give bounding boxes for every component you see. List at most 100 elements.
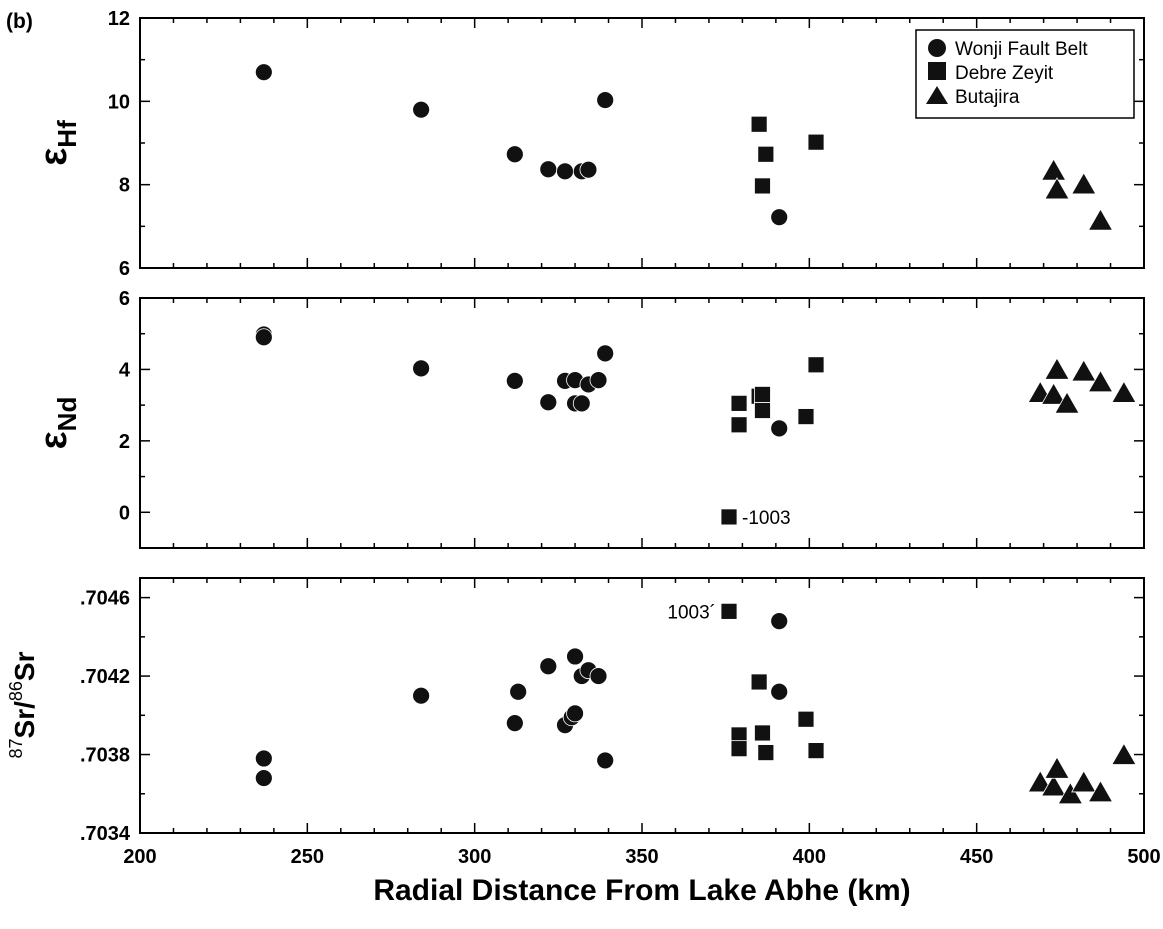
panel-frame-nd xyxy=(139,297,1145,549)
point-triangle-hf xyxy=(1040,158,1067,181)
legend-marker-triangle xyxy=(926,86,948,104)
point-triangle-sr xyxy=(1040,774,1067,797)
point-circle-hf xyxy=(556,162,574,181)
point-triangle-hf xyxy=(1071,172,1097,195)
axis-ticks xyxy=(139,17,1145,834)
y-axis-title-hf: εHf xyxy=(33,120,82,166)
point-triangle-sr xyxy=(1111,742,1137,765)
point-circle-sr xyxy=(509,682,528,701)
point-circle-nd xyxy=(412,359,431,378)
x-tick-label: 500 xyxy=(1127,846,1160,868)
legend: Wonji Fault Belt Debre Zeyit Butajira xyxy=(915,29,1135,119)
point-circle-sr xyxy=(505,714,524,733)
point-circle-sr xyxy=(770,612,789,631)
legend-marker-circle xyxy=(928,39,946,57)
y-tick-label-hf: 12 xyxy=(108,8,130,30)
point-circle-nd xyxy=(572,394,591,413)
annotation-nd: -1003 xyxy=(742,508,791,529)
point-triangle-nd xyxy=(1054,391,1080,414)
point-triangle-sr xyxy=(1044,756,1070,779)
y-tick-label-sr: .7046 xyxy=(80,588,130,610)
data-points xyxy=(254,63,1137,805)
point-triangle-nd xyxy=(1071,359,1097,382)
point-square-sr xyxy=(757,744,775,761)
y-tick-label-sr: .7034 xyxy=(80,823,131,845)
point-circle-hf xyxy=(412,100,431,119)
legend-label-wonji: Wonji Fault Belt xyxy=(955,39,1088,60)
point-square-nd xyxy=(807,356,825,374)
point-circle-sr xyxy=(566,647,584,666)
point-circle-nd xyxy=(589,371,608,390)
point-square-nd xyxy=(797,408,815,425)
x-tick-label: 400 xyxy=(793,846,826,868)
legend-box xyxy=(915,29,1135,119)
point-circle-hf xyxy=(596,91,615,109)
x-tick-label: 350 xyxy=(625,846,658,868)
x-tick-label: 300 xyxy=(458,846,491,868)
ylabel-sr-sup2: 86 xyxy=(6,681,26,701)
panel-frame-sr xyxy=(139,577,1145,834)
y-tick-label-sr: .7038 xyxy=(80,745,130,767)
y-tick-label-nd: 4 xyxy=(119,359,131,381)
y-axis-title-sr: 87Sr/86Sr xyxy=(6,651,40,758)
panel-tag-close: ) xyxy=(26,10,33,33)
y-tick-label-nd: 2 xyxy=(119,431,130,453)
legend-label-butajira: Butajira xyxy=(955,87,1020,108)
point-triangle-nd xyxy=(1040,382,1067,405)
panel-tag-letter: b xyxy=(13,10,26,33)
point-square-sr xyxy=(730,740,748,758)
point-circle-sr xyxy=(539,657,558,676)
y-tick-label-sr: .7042 xyxy=(80,666,130,688)
point-square-nd xyxy=(754,402,771,419)
y-tick-label-hf: 8 xyxy=(119,175,130,197)
point-triangle-hf xyxy=(1044,177,1070,200)
point-circle-hf xyxy=(539,160,558,179)
point-triangle-nd xyxy=(1044,357,1070,380)
ylabel-hf-sub: Hf xyxy=(52,120,82,148)
y-tick-label-nd: 6 xyxy=(119,288,130,310)
y-tick-label-hf: 6 xyxy=(119,258,130,280)
panel-tag: (b) xyxy=(6,10,33,33)
point-circle-hf xyxy=(254,63,273,82)
point-square-hf xyxy=(807,133,825,151)
point-square-sr xyxy=(807,742,825,760)
point-circle-hf xyxy=(505,145,524,164)
y-axis-title-nd: εNd xyxy=(33,397,82,450)
point-circle-nd xyxy=(539,393,558,412)
point-circle-sr xyxy=(254,769,273,787)
point-circle-nd xyxy=(596,344,615,363)
point-square-sr xyxy=(720,602,738,620)
legend-label-debre: Debre Zeyit xyxy=(955,63,1054,84)
y-tick-label-hf: 10 xyxy=(108,91,130,113)
point-square-sr xyxy=(750,673,768,691)
point-circle-hf xyxy=(579,160,598,179)
annotations: -1003 1003´ xyxy=(667,508,790,623)
point-triangle-sr xyxy=(1071,770,1097,793)
point-circle-sr xyxy=(254,749,273,768)
point-circle-sr xyxy=(412,686,431,705)
x-tick-label: 250 xyxy=(291,846,324,868)
point-triangle-sr xyxy=(1087,779,1114,803)
x-tick-label: 450 xyxy=(960,846,993,868)
point-circle-hf xyxy=(770,208,789,227)
legend-marker-square xyxy=(928,62,946,80)
ylabel-hf-main: ε xyxy=(33,148,75,166)
point-circle-sr xyxy=(596,751,615,770)
point-square-hf xyxy=(750,115,768,133)
point-circle-nd xyxy=(770,419,789,438)
ylabel-sr-main1: Sr/ xyxy=(9,701,40,739)
ylabel-nd-main: ε xyxy=(33,431,75,449)
x-tick-labels: 200 250 300 350 400 450 500 xyxy=(123,846,1160,868)
point-square-nd xyxy=(720,508,738,526)
point-circle-nd xyxy=(254,328,273,347)
y-tick-label-nd: 0 xyxy=(119,502,130,524)
ylabel-sr-main2: Sr xyxy=(9,651,40,681)
point-triangle-nd xyxy=(1087,369,1114,393)
point-triangle-hf xyxy=(1087,208,1114,231)
panel-tag-open: ( xyxy=(6,10,13,33)
point-square-nd xyxy=(730,416,748,434)
point-circle-nd xyxy=(505,371,524,390)
point-square-nd xyxy=(730,394,748,412)
point-circle-sr xyxy=(770,682,789,701)
